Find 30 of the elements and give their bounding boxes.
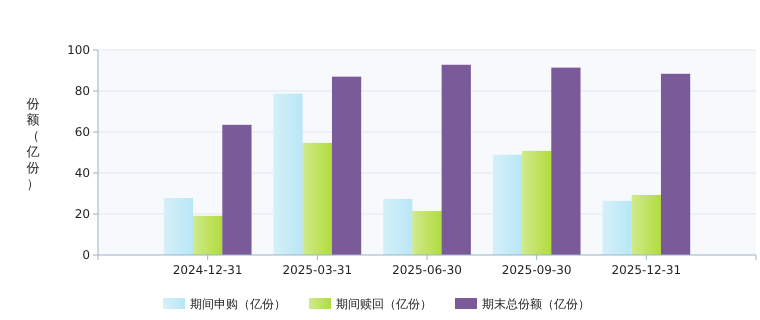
bar [383, 198, 412, 255]
bar [302, 142, 332, 255]
legend-label: 期间赎回（亿份） [336, 297, 432, 312]
y-tick-label: 40 [74, 166, 90, 180]
legend-label: 期末总份额（亿份） [482, 297, 590, 312]
bar [164, 198, 194, 255]
y-tick-label: 80 [74, 84, 90, 98]
bar [522, 150, 552, 255]
y-tick-label: 20 [74, 207, 90, 222]
x-tick-label: 2025-03-31 [282, 263, 352, 277]
bar [193, 216, 222, 255]
x-tick-label: 2024-12-31 [172, 263, 243, 277]
x-tick-label: 2025-12-31 [611, 263, 682, 277]
bar [222, 124, 252, 255]
y-axis-title: 份额（亿份） [26, 97, 40, 192]
legend-label: 期间申购（亿份） [190, 297, 286, 312]
y-tick-label: 0 [82, 248, 90, 262]
y-tick-label: 100 [67, 43, 90, 58]
x-tick-label: 2025-06-30 [392, 263, 462, 277]
bar [442, 64, 471, 255]
bar [632, 194, 661, 255]
bar [332, 76, 362, 255]
y-tick-label: 60 [74, 125, 90, 140]
bar [492, 154, 522, 255]
bar [273, 94, 303, 255]
bar [412, 210, 442, 255]
bar [660, 74, 690, 255]
x-tick-label: 2025-09-30 [502, 263, 572, 277]
bar [602, 200, 632, 255]
bar [551, 68, 581, 255]
